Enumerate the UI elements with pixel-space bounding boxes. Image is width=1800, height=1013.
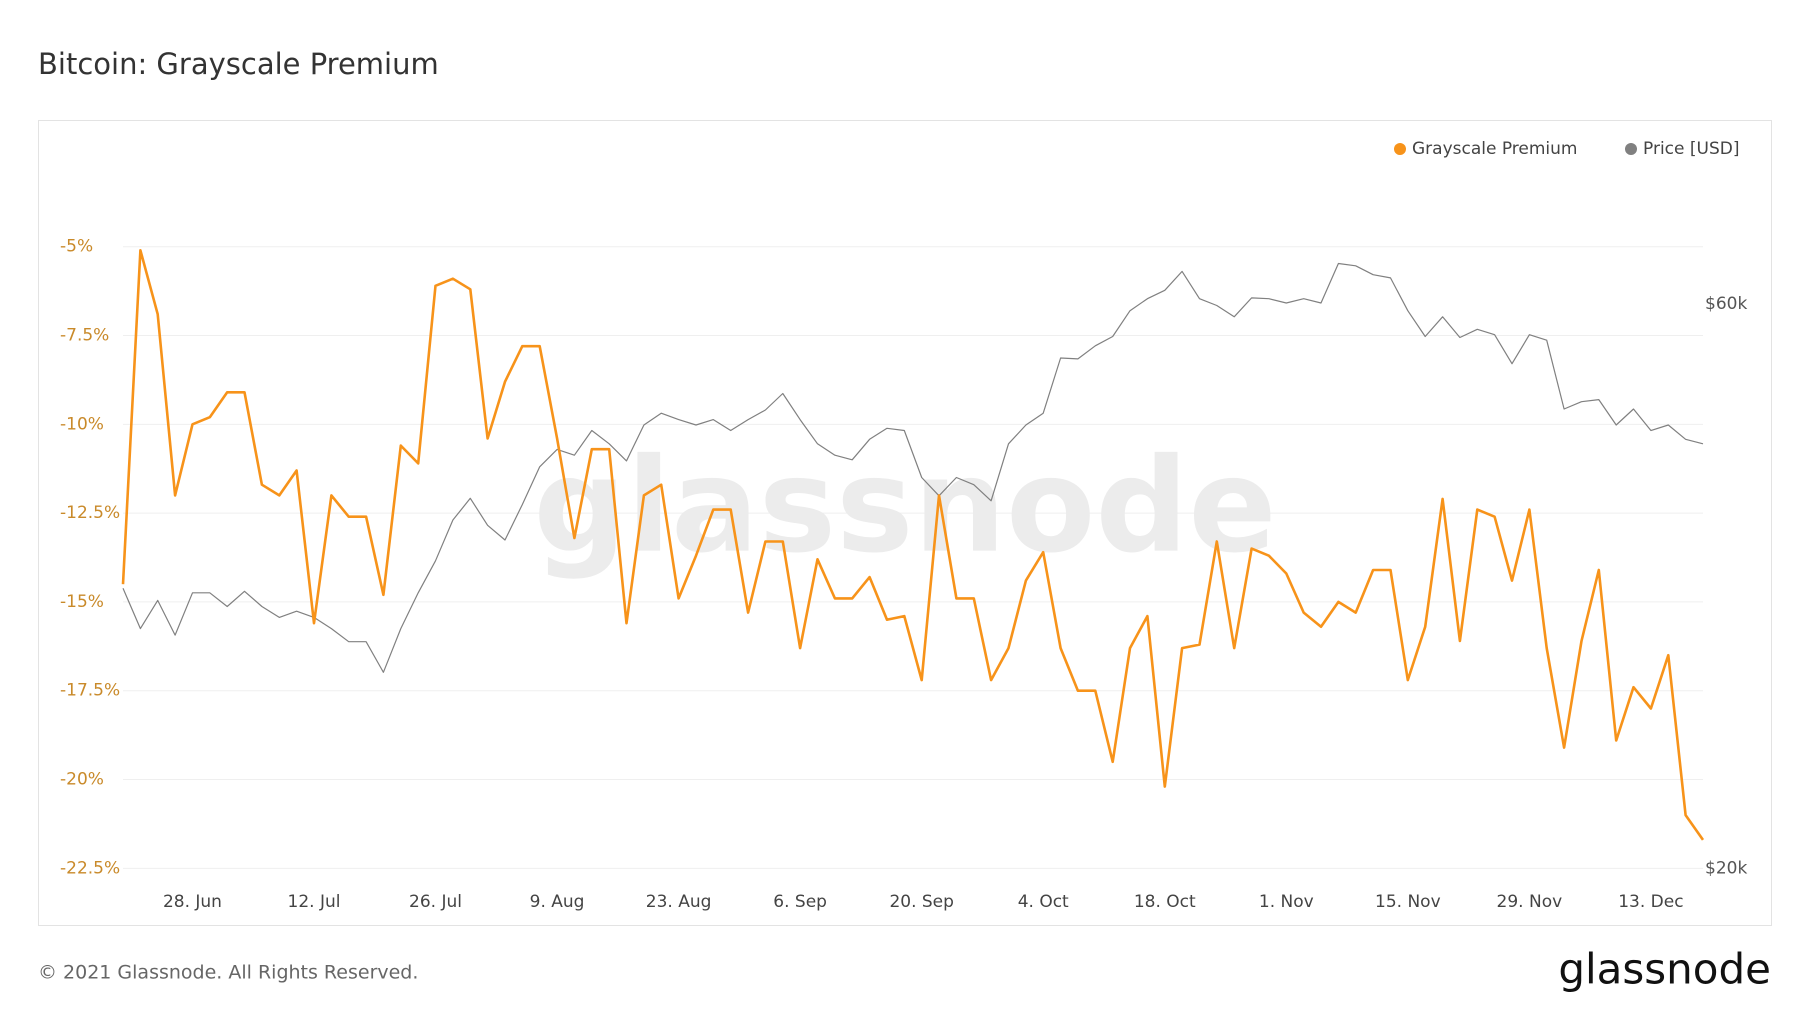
x-tick-label: 9. Aug bbox=[530, 892, 585, 912]
y2-tick-label: $20k bbox=[1705, 859, 1747, 879]
y-tick-label: -12.5% bbox=[60, 503, 120, 523]
y-tick-label: -15% bbox=[60, 592, 104, 612]
x-tick-label: 1. Nov bbox=[1259, 892, 1314, 912]
y2-tick-label: $60k bbox=[1705, 294, 1747, 314]
x-tick-label: 29. Nov bbox=[1497, 892, 1563, 912]
x-tick-label: 12. Jul bbox=[288, 892, 341, 912]
legend-label[interactable]: Price [USD] bbox=[1643, 139, 1739, 159]
series-line bbox=[122, 262, 1704, 673]
y-tick-label: -7.5% bbox=[60, 326, 109, 346]
legend-swatch bbox=[1625, 143, 1637, 155]
chart-title: Bitcoin: Grayscale Premium bbox=[38, 47, 439, 81]
y-tick-label: -17.5% bbox=[60, 681, 120, 701]
x-tick-label: 13. Dec bbox=[1618, 892, 1683, 912]
chart-frame bbox=[38, 120, 1772, 926]
x-tick-label: 23. Aug bbox=[646, 892, 712, 912]
legend-label[interactable]: Grayscale Premium bbox=[1412, 139, 1578, 159]
y-tick-label: -20% bbox=[60, 770, 104, 790]
legend: Grayscale Premium Price [USD] bbox=[1394, 139, 1739, 159]
x-tick-label: 26. Jul bbox=[409, 892, 462, 912]
series-line bbox=[121, 249, 1705, 841]
y-tick-label: -22.5% bbox=[60, 858, 120, 878]
x-tick-label: 28. Jun bbox=[163, 892, 222, 912]
x-tick-label: 20. Sep bbox=[889, 892, 953, 912]
y-tick-label: -10% bbox=[60, 414, 104, 434]
x-tick-label: 4. Oct bbox=[1018, 892, 1069, 912]
y-tick-label: -5% bbox=[60, 237, 93, 257]
watermark: glassnode bbox=[533, 430, 1276, 582]
logo: glassnode bbox=[1558, 945, 1771, 994]
legend-swatch bbox=[1394, 143, 1406, 155]
x-tick-label: 18. Oct bbox=[1134, 892, 1196, 912]
x-tick-label: 15. Nov bbox=[1375, 892, 1441, 912]
copyright: © 2021 Glassnode. All Rights Reserved. bbox=[38, 962, 418, 984]
x-tick-label: 6. Sep bbox=[773, 892, 827, 912]
